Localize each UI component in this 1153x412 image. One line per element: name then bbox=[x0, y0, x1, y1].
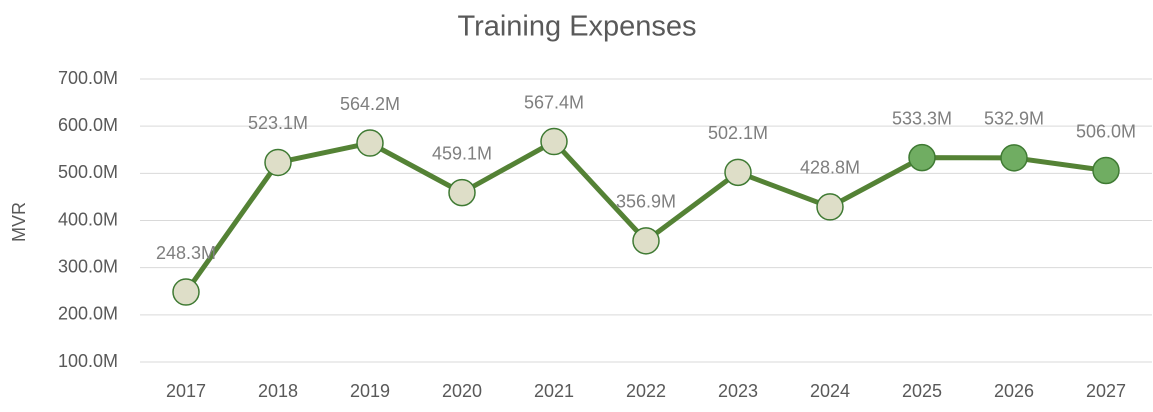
data-point bbox=[724, 158, 752, 187]
x-tick-label: 2017 bbox=[166, 381, 206, 401]
x-tick-label: 2021 bbox=[534, 381, 574, 401]
data-label: 506.0M bbox=[1076, 121, 1136, 141]
x-tick-label: 2027 bbox=[1086, 381, 1126, 401]
data-point bbox=[1092, 156, 1120, 185]
x-tick-label: 2026 bbox=[994, 381, 1034, 401]
data-point bbox=[264, 148, 292, 177]
data-label: 459.1M bbox=[432, 143, 492, 163]
y-tick-label: 100.0M bbox=[58, 351, 118, 371]
y-tick-label: 700.0M bbox=[58, 68, 118, 88]
data-label: 428.8M bbox=[800, 158, 860, 178]
y-tick-label: 500.0M bbox=[58, 162, 118, 182]
data-point bbox=[908, 143, 936, 172]
data-point bbox=[448, 178, 476, 207]
y-tick-label: 600.0M bbox=[58, 115, 118, 135]
data-label: 564.2M bbox=[340, 94, 400, 114]
data-point bbox=[632, 227, 660, 255]
data-label: 532.9M bbox=[984, 109, 1044, 129]
data-point bbox=[816, 193, 844, 221]
y-axis-label: MVR bbox=[9, 202, 29, 242]
data-point bbox=[356, 129, 384, 157]
chart-title: Training Expenses bbox=[457, 11, 696, 43]
x-tick-label: 2018 bbox=[258, 381, 298, 401]
y-tick-label: 200.0M bbox=[58, 304, 118, 324]
x-tick-label: 2022 bbox=[626, 381, 666, 401]
x-tick-label: 2024 bbox=[810, 381, 850, 401]
x-tick-label: 2025 bbox=[902, 381, 942, 401]
data-label: 523.1M bbox=[248, 113, 308, 133]
x-tick-label: 2020 bbox=[442, 381, 482, 401]
data-label: 502.1M bbox=[708, 123, 768, 143]
x-tick-label: 2023 bbox=[718, 381, 758, 401]
data-label: 567.4M bbox=[524, 92, 584, 112]
data-line bbox=[183, 139, 1107, 294]
y-tick-label: 300.0M bbox=[58, 256, 118, 276]
data-point bbox=[172, 278, 200, 306]
data-label: 356.9M bbox=[616, 192, 676, 212]
data-label: 248.3M bbox=[156, 243, 216, 263]
data-point bbox=[1000, 144, 1028, 172]
data-label: 533.3M bbox=[892, 108, 952, 128]
x-tick-label: 2019 bbox=[350, 381, 390, 401]
y-tick-label: 400.0M bbox=[58, 209, 118, 229]
data-point bbox=[540, 127, 568, 156]
